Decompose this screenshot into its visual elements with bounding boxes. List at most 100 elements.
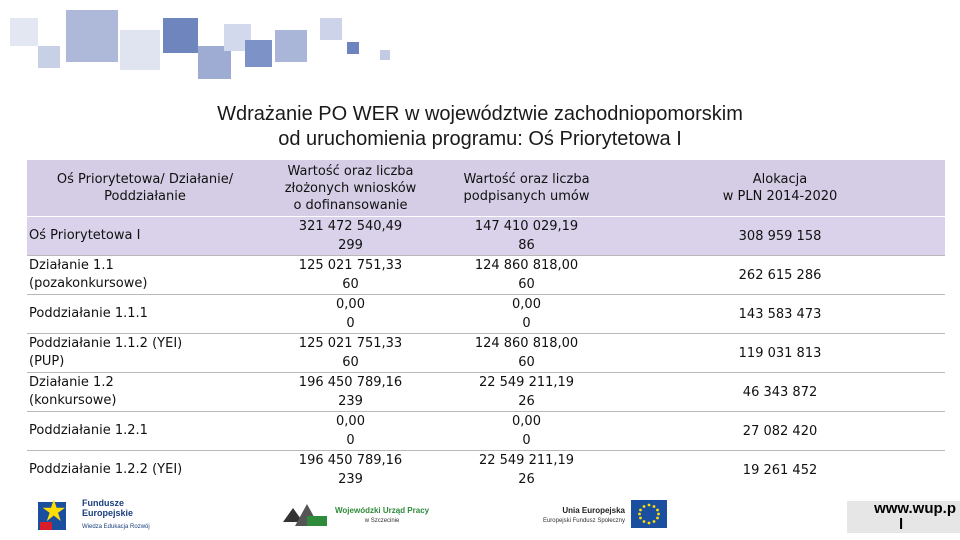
table-row: Poddziałanie 1.1.1 0,00 0 0,00 0 143 583 473 <box>27 294 946 334</box>
header-col-2: Wartość oraz liczba złożonych wniosków o… <box>263 160 438 217</box>
cell-alokacja-value: 308 959 158 <box>738 228 822 244</box>
cell-alokacja-value: 19 261 452 <box>742 462 818 478</box>
header-col-2-line-1: Wartość oraz liczba <box>287 163 414 179</box>
cell-umowy-value: 22 549 211,19 <box>478 375 575 390</box>
cell-umowy-value: 0,00 <box>512 414 541 429</box>
cell-alokacja-value: 119 031 813 <box>738 345 822 361</box>
cell-alokacja-value: 27 082 420 <box>742 423 818 439</box>
row-name: Działanie 1.1 (pozakonkursowe) <box>27 256 263 295</box>
cell-umowy-count: 26 <box>518 472 535 487</box>
cell-umowy: 22 549 211,19 26 <box>438 373 615 412</box>
cell-alokacja: 27 082 420 <box>615 412 945 451</box>
header-col-4: Alokacja w PLN 2014-2020 <box>615 160 945 217</box>
row-name: Poddziałanie 1.2.1 <box>27 412 263 451</box>
cell-umowy-count: 60 <box>518 355 535 370</box>
cell-wnioski: 0,00 0 <box>263 412 438 451</box>
cell-alokacja-value: 143 583 473 <box>738 306 822 322</box>
wup-logo: Wojewódzki Urząd Pracy w Szczecinie <box>283 492 433 536</box>
row-name-line-2: (PUP) <box>29 354 65 369</box>
title-line-1: Wdrażanie PO WER w województwie zachodni… <box>217 103 743 125</box>
row-name: Poddziałanie 1.2.2 (YEI) <box>27 451 263 490</box>
row-name-line-1: Oś Priorytetowa I <box>29 228 141 243</box>
row-name: Działanie 1.2 (konkursowe) <box>27 373 263 412</box>
cell-umowy: 124 860 818,00 60 <box>438 256 615 295</box>
ue-efs-logo: Unia Europejska Europejski Fundusz Społe… <box>537 492 677 536</box>
header-col-2-line-3: o dofinansowanie <box>293 197 408 213</box>
cell-umowy-value: 124 860 818,00 <box>474 258 579 273</box>
cell-umowy-count: 0 <box>522 433 531 448</box>
header-col-2-line-2: złożonych wniosków <box>284 180 417 196</box>
table-body: Oś Priorytetowa I 321 472 540,49 299 147 41… <box>27 216 946 490</box>
cell-alokacja: 262 615 286 <box>615 256 945 295</box>
row-name-line-1: Działanie 1.2 <box>29 375 114 390</box>
cell-wnioski-count: 0 <box>346 433 355 448</box>
fe-star-icon <box>38 499 66 530</box>
row-name-line-1: Poddziałanie 1.1.1 <box>29 306 148 321</box>
cell-alokacja-value: 262 615 286 <box>738 267 822 283</box>
cell-wnioski-value: 321 472 540,49 <box>298 219 403 234</box>
cell-wnioski-value: 125 021 751,33 <box>298 258 403 273</box>
cell-umowy-count: 26 <box>518 394 535 409</box>
eu-flag-icon <box>631 500 667 528</box>
cell-umowy-value: 22 549 211,19 <box>478 453 575 468</box>
row-name: Poddziałanie 1.1.2 (YEI) (PUP) <box>27 334 263 373</box>
cell-wnioski-count: 60 <box>342 277 359 292</box>
header-col-1-line-1: Oś Priorytetowa/ Działanie/ <box>56 172 234 187</box>
page-title: Wdrażanie PO WER w województwie zachodni… <box>0 102 960 152</box>
cell-wnioski-count: 239 <box>338 394 363 409</box>
ue-logo-line-2: Europejski Fundusz Społeczny <box>542 518 625 524</box>
cell-umowy-value: 147 410 029,19 <box>474 219 579 234</box>
cell-wnioski-count: 299 <box>338 238 363 253</box>
row-name-line-1: Poddziałanie 1.1.2 (YEI) <box>29 336 183 351</box>
table-header: Oś Priorytetowa/ Działanie/ Poddziałanie… <box>27 160 946 217</box>
table-row: Oś Priorytetowa I 321 472 540,49 299 147 41… <box>27 216 946 256</box>
table-row: Poddziałanie 1.1.2 (YEI) (PUP) 125 021 751… <box>27 333 946 373</box>
cell-wnioski-value: 196 450 789,16 <box>298 453 403 468</box>
header-col-3-line-2: podpisanych umów <box>463 189 590 204</box>
row-name-line-2: (konkursowe) <box>29 393 117 408</box>
cell-wnioski-value: 0,00 <box>336 414 365 429</box>
cell-umowy: 0,00 0 <box>438 295 615 334</box>
cell-wnioski-value: 0,00 <box>336 297 365 312</box>
cell-alokacja: 308 959 158 <box>615 216 946 256</box>
cell-alokacja: 46 343 872 <box>615 373 945 412</box>
wup-logo-line-2: w Szczecinie <box>364 518 400 524</box>
url-line-2: l <box>899 516 904 533</box>
cell-alokacja-value: 46 343 872 <box>742 384 818 400</box>
cell-alokacja: 143 583 473 <box>615 295 945 334</box>
cell-wnioski-count: 0 <box>346 316 355 331</box>
row-name: Oś Priorytetowa I <box>27 216 263 256</box>
website-url[interactable]: www.wup.p l <box>847 501 960 533</box>
cell-umowy: 22 549 211,19 26 <box>438 451 615 490</box>
cell-alokacja: 19 261 452 <box>615 451 945 490</box>
header-col-3: Wartość oraz liczba podpisanych umów <box>438 160 615 217</box>
ue-logo-line-1: Unia Europejska <box>562 506 625 515</box>
cell-umowy-count: 60 <box>518 277 535 292</box>
header-col-1-line-2: Poddziałanie <box>104 189 186 204</box>
row-name: Poddziałanie 1.1.1 <box>27 295 263 334</box>
cell-umowy-count: 0 <box>522 316 531 331</box>
cell-umowy-value: 0,00 <box>512 297 541 312</box>
data-table: Oś Priorytetowa/ Działanie/ Poddziałanie… <box>27 160 946 490</box>
fundusze-europejskie-logo: Fundusze Europejskie Wiedza Edukacja Roz… <box>38 492 156 536</box>
cell-wnioski: 196 450 789,16 239 <box>263 373 438 412</box>
cell-wnioski: 125 021 751,33 60 <box>263 334 438 373</box>
url-line-1: www.wup.p <box>874 500 956 517</box>
table-row: Działanie 1.2 (konkursowe) 196 450 789,16 2… <box>27 372 946 412</box>
cell-umowy-count: 86 <box>518 238 535 253</box>
cell-umowy: 124 860 818,00 60 <box>438 334 615 373</box>
row-name-line-1: Poddziałanie 1.2.2 (YEI) <box>29 462 183 477</box>
cell-wnioski: 0,00 0 <box>263 295 438 334</box>
fe-logo-line-3: Wiedza Edukacja Rozwój <box>82 524 150 530</box>
row-name-line-1: Poddziałanie 1.2.1 <box>29 423 148 438</box>
row-name-line-2: (pozakonkursowe) <box>29 276 148 291</box>
header-col-1: Oś Priorytetowa/ Działanie/ Poddziałanie <box>27 160 263 217</box>
cell-wnioski-count: 239 <box>338 472 363 487</box>
row-name-line-1: Działanie 1.1 <box>29 258 114 273</box>
header-col-4-line-2: w PLN 2014-2020 <box>722 189 838 204</box>
cell-wnioski: 196 450 789,16 239 <box>263 451 438 490</box>
header-col-3-line-1: Wartość oraz liczba <box>463 172 590 187</box>
cell-wnioski-value: 196 450 789,16 <box>298 375 403 390</box>
cell-wnioski: 321 472 540,49 299 <box>263 216 438 256</box>
fe-logo-line-2: Europejskie <box>82 508 134 518</box>
